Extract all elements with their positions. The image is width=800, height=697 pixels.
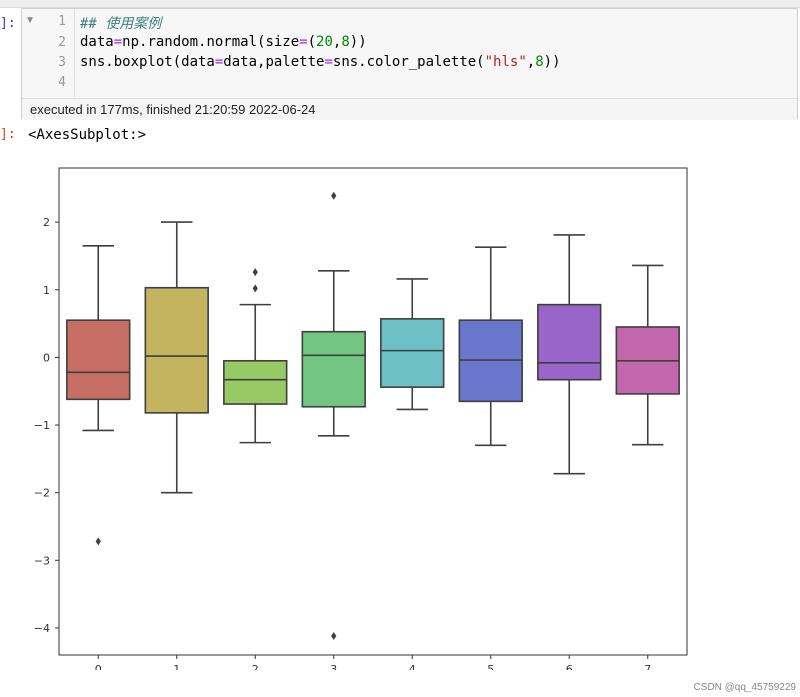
line-number: 3 <box>58 55 66 70</box>
box <box>144 286 209 414</box>
code-token: 8 <box>535 54 544 70</box>
code-token: np.random.normal(size <box>122 34 300 50</box>
y-tick-label: −1 <box>34 419 50 432</box>
x-tick-label: 6 <box>566 663 573 670</box>
code-token: sns.boxplot(data <box>80 54 215 70</box>
outlier-point <box>331 632 337 641</box>
x-tick-label: 4 <box>409 663 416 670</box>
top-border <box>0 0 800 8</box>
execution-info: executed in 177ms, finished 21:20:59 202… <box>22 98 797 120</box>
x-tick-label: 7 <box>644 663 651 670</box>
box <box>66 319 131 401</box>
line-number: 2 <box>58 35 66 50</box>
input-prompt: ]: <box>0 16 16 31</box>
x-tick-label: 0 <box>95 663 102 670</box>
box <box>301 330 366 408</box>
code-cell[interactable]: ▼ 1 2 3 4 ## 使用案例 data=np.random.normal(… <box>21 8 798 120</box>
outlier-point <box>95 537 101 546</box>
watermark: CSDN @qq_45759229 <box>693 682 796 693</box>
code-token: = <box>299 34 308 50</box>
y-tick-label: −4 <box>34 622 50 635</box>
output-text: <AxesSubplot:> <box>28 127 147 143</box>
x-tick-label: 3 <box>330 663 337 670</box>
code-token: )) <box>349 34 367 50</box>
code-token: = <box>214 54 224 70</box>
code-token: ( <box>307 34 317 50</box>
x-tick-label: 1 <box>173 663 180 670</box>
outlier-point <box>331 191 337 200</box>
code-token: 20 <box>316 34 333 50</box>
outlier-point <box>252 284 258 293</box>
y-tick-label: 2 <box>43 216 50 229</box>
code-token: , <box>526 54 536 70</box>
y-tick-label: −2 <box>34 487 50 500</box>
output-prompt: ]: <box>0 127 16 142</box>
y-tick-label: 0 <box>43 351 50 364</box>
box <box>223 359 288 405</box>
code-token: 8 <box>341 34 350 50</box>
line-number: 1 <box>58 14 66 29</box>
x-tick-label: 5 <box>487 663 494 670</box>
y-tick-label: 1 <box>43 284 50 297</box>
y-tick-label: −3 <box>34 554 50 567</box>
code-line-1[interactable]: ## 使用案例 <box>80 13 161 33</box>
boxplot-chart: 2 1 0 −1 −2 −3 −4 0 1 2 3 4 5 6 7 <box>34 167 688 670</box>
outlier-point <box>252 268 258 277</box>
code-line-2[interactable]: data=np.random.normal(size=(20,8)) <box>80 34 367 50</box>
code-line-3[interactable]: sns.boxplot(data=data,palette=sns.color_… <box>80 54 561 70</box>
code-token: )) <box>543 54 561 70</box>
code-token: = <box>113 34 123 50</box>
x-tick-label: 2 <box>252 663 259 670</box>
code-token: "hls" <box>484 54 527 70</box>
code-token: sns.color_palette( <box>332 54 485 70</box>
code-token: = <box>324 54 333 70</box>
line-number-gutter: ▼ 1 2 3 4 <box>22 9 75 97</box>
code-comment: ## 使用案例 <box>80 16 162 32</box>
code-token: data,palette <box>223 54 325 70</box>
collapse-toggle-icon[interactable]: ▼ <box>25 15 35 26</box>
code-token: data <box>80 34 114 50</box>
box <box>537 303 602 381</box>
code-token: , <box>332 34 342 50</box>
axes-frame <box>58 167 688 656</box>
box <box>380 318 445 388</box>
line-number: 4 <box>58 75 66 90</box>
